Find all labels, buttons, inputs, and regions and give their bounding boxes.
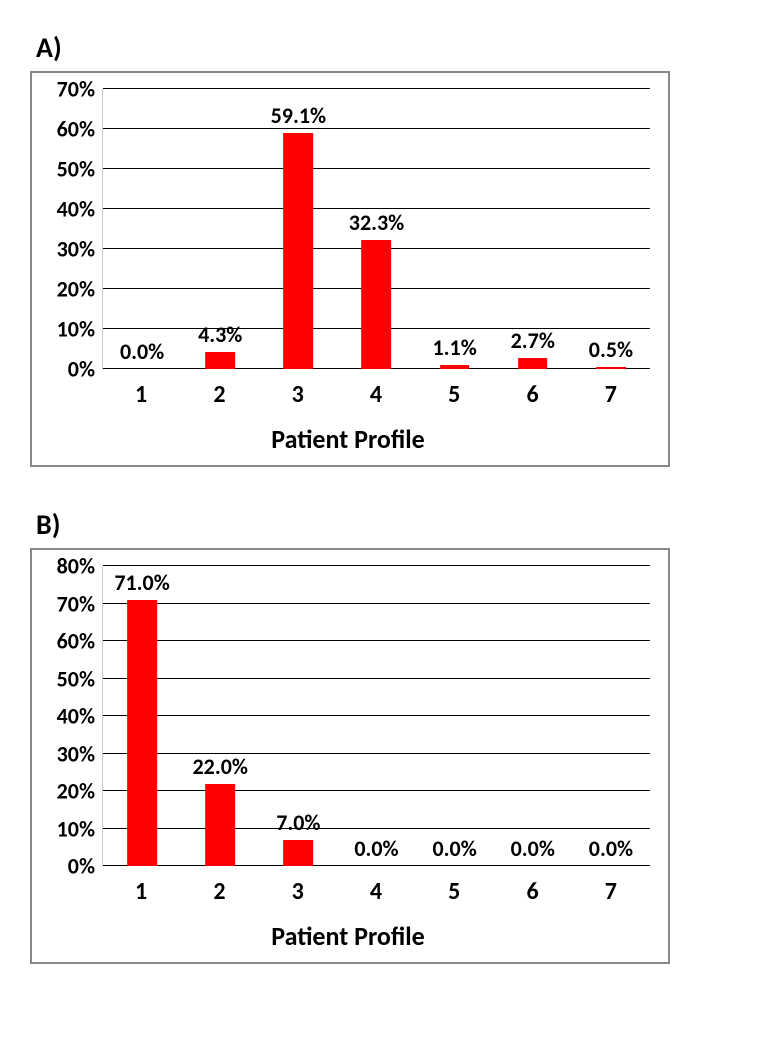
bar-value-label: 0.0% — [433, 835, 477, 862]
x-tick-label: 7 — [572, 877, 650, 906]
bar — [362, 240, 392, 369]
y-tick-label: 30% — [57, 740, 103, 767]
x-tick-label: 5 — [415, 877, 493, 906]
bar-slot: 0.0% — [494, 566, 572, 866]
bar-slot: 4.3% — [181, 89, 259, 369]
panel-a-chart-frame: 0% 10% 20% 30% 40% 50% 60% 70% 0.0% 4.3% 59.1% 32.3… — [30, 71, 670, 467]
bar-slot: 0.5% — [572, 89, 650, 369]
x-tick-label: 4 — [337, 380, 415, 409]
bar — [596, 367, 626, 369]
y-tick-label: 0% — [68, 356, 103, 383]
y-tick-label: 0% — [68, 853, 103, 880]
y-tick-label: 10% — [57, 815, 103, 842]
panel-b-x-ticks: 1234567 — [102, 877, 650, 906]
panel-a-label: A) — [36, 30, 732, 65]
bar — [284, 840, 314, 866]
bar-value-label: 1.1% — [433, 334, 477, 361]
bar-value-label: 7.0% — [276, 809, 320, 836]
x-tick-label: 6 — [493, 877, 571, 906]
x-tick-label: 1 — [102, 380, 180, 409]
bar-value-label: 0.0% — [511, 835, 555, 862]
bars-row: 0.0% 4.3% 59.1% 32.3% 1.1% 2.7% 0.5% — [103, 89, 650, 369]
bar — [284, 133, 314, 369]
bar — [205, 352, 235, 369]
bar-value-label: 59.1% — [271, 102, 326, 129]
panel-b: B) 0%10%20%30%40%50%60%70%80%71.0%22.0%7… — [30, 507, 732, 964]
x-tick-label: 2 — [180, 877, 258, 906]
y-tick-label: 30% — [57, 236, 103, 263]
panel-a: A) 0% 10% 20% 30% 40% 50% 60% 70% 0.0% 4.3% 59.1% 3… — [30, 30, 732, 467]
bar — [127, 600, 157, 866]
bar-value-label: 0.5% — [589, 336, 633, 363]
bar-slot: 1.1% — [416, 89, 494, 369]
bar — [440, 365, 470, 369]
y-tick-label: 50% — [57, 665, 103, 692]
panel-b-chart-frame: 0% 10% 20% 30% 40% 50% 60% 70% 80% 71.0% 22.0% 7.0%… — [30, 548, 670, 964]
bar-slot: 71.0% — [103, 566, 181, 866]
bar-slot: 0.0% — [572, 566, 650, 866]
panel-b-x-title: Patient Profile — [46, 920, 650, 952]
bar-value-label: 0.0% — [354, 835, 398, 862]
x-tick-label: 5 — [415, 380, 493, 409]
bar-value-label: 0.0% — [589, 835, 633, 862]
x-tick-label: 1 — [102, 877, 180, 906]
y-tick-label: 60% — [57, 116, 103, 143]
y-tick-label: 70% — [57, 590, 103, 617]
panel-b-label: B) — [36, 507, 732, 542]
bar-value-label: 32.3% — [349, 209, 404, 236]
x-tick-label: 7 — [572, 380, 650, 409]
y-tick-label: 50% — [57, 156, 103, 183]
panel-a-plot-area: 0%10%20%30%40%50%60%70%0.0%4.3%59.1%32.3… — [102, 89, 650, 370]
bar-slot: 59.1% — [259, 89, 337, 369]
y-tick-label: 20% — [57, 276, 103, 303]
x-tick-label: 3 — [259, 877, 337, 906]
panel-a-chart: 0%10%20%30%40%50%60%70%0.0%4.3%59.1%32.3… — [46, 89, 650, 455]
y-tick-label: 80% — [57, 553, 103, 580]
y-tick-label: 40% — [57, 196, 103, 223]
x-tick-label: 3 — [259, 380, 337, 409]
panel-b-plot: 0%10%20%30%40%50%60%70%80%71.0%22.0%7.0%… — [102, 566, 650, 867]
bar-slot: 22.0% — [181, 566, 259, 866]
y-tick-label: 60% — [57, 628, 103, 655]
bar-value-label: 2.7% — [511, 327, 555, 354]
bars-row: 71.0% 22.0% 7.0% 0.0% 0.0% 0.0% 0.0% — [103, 566, 650, 866]
bar-slot: 0.0% — [103, 89, 181, 369]
y-tick-label: 40% — [57, 703, 103, 730]
bar-slot: 0.0% — [337, 566, 415, 866]
panel-a-x-ticks: 1234567 — [102, 380, 650, 409]
bar-slot: 32.3% — [337, 89, 415, 369]
bar-slot: 2.7% — [494, 89, 572, 369]
bar-value-label: 0.0% — [120, 338, 164, 365]
y-tick-label: 10% — [57, 316, 103, 343]
panel-a-plot: 0%10%20%30%40%50%60%70%0.0%4.3%59.1%32.3… — [102, 89, 650, 370]
panel-b-chart: 0%10%20%30%40%50%60%70%80%71.0%22.0%7.0%… — [46, 566, 650, 952]
bar — [518, 358, 548, 369]
bar-value-label: 22.0% — [193, 753, 248, 780]
bar — [205, 784, 235, 867]
x-tick-label: 4 — [337, 877, 415, 906]
x-tick-label: 2 — [180, 380, 258, 409]
y-tick-label: 70% — [57, 76, 103, 103]
bar-slot: 0.0% — [416, 566, 494, 866]
y-tick-label: 20% — [57, 778, 103, 805]
panel-a-x-title: Patient Profile — [46, 423, 650, 455]
x-tick-label: 6 — [493, 380, 571, 409]
panel-b-plot-area: 0%10%20%30%40%50%60%70%80%71.0%22.0%7.0%… — [102, 566, 650, 867]
bar-value-label: 4.3% — [198, 321, 242, 348]
bar-slot: 7.0% — [259, 566, 337, 866]
bar-value-label: 71.0% — [114, 569, 169, 596]
